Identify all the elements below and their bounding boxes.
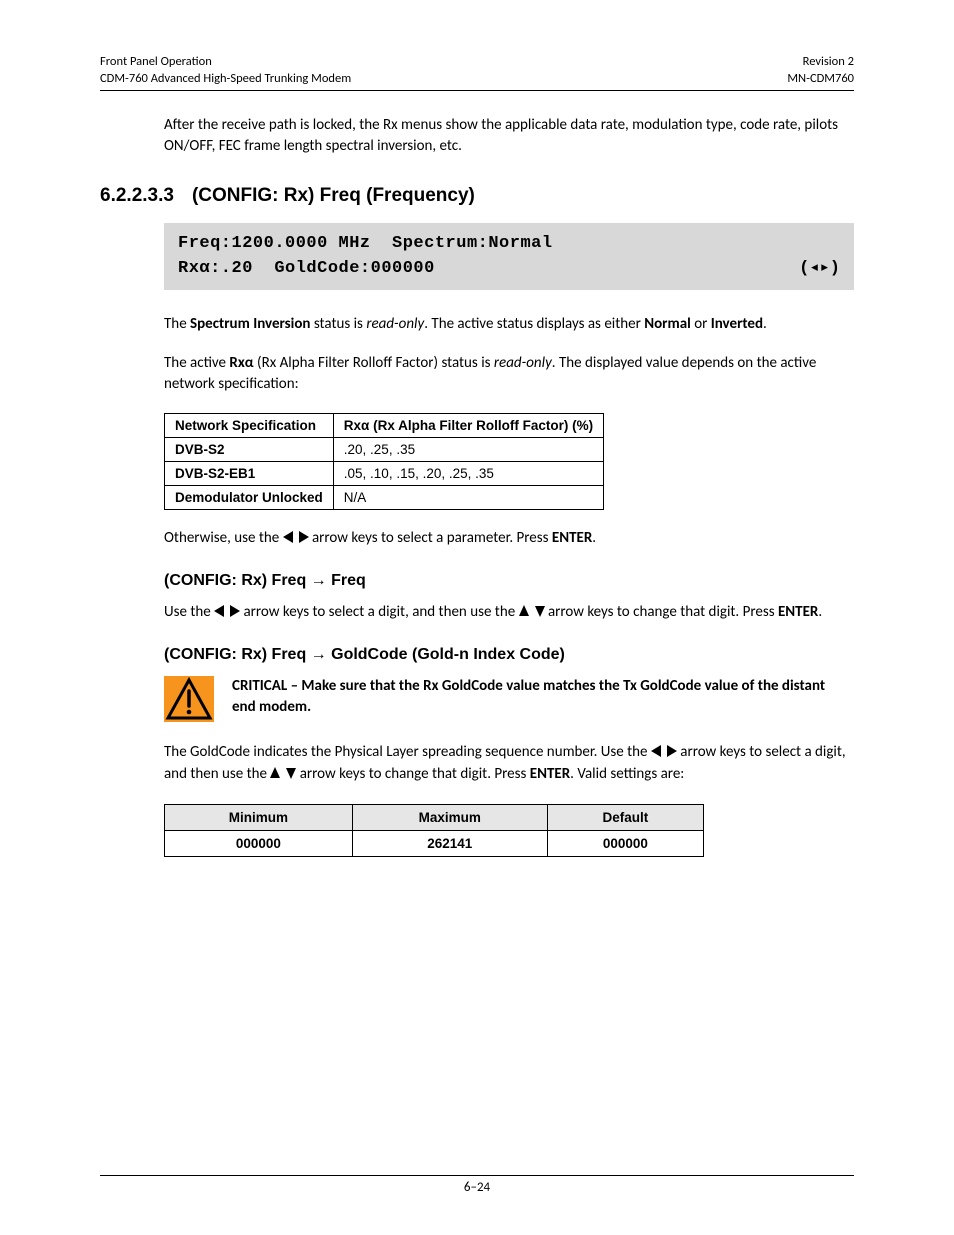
text: status is [310,315,366,333]
right-arrow-icon: → [311,572,327,589]
text: . Valid settings are: [570,765,684,783]
text: The active [164,354,229,372]
table-row: Demodulator Unlocked N/A [165,485,604,509]
table-cell: N/A [333,485,603,509]
otherwise-paragraph: Otherwise, use the arrow keys to select … [164,528,854,550]
text: . [592,529,596,547]
table-cell: .05, .10, .15, .20, .25, .35 [333,461,603,485]
table-cell: .20, .25, .35 [333,437,603,461]
text-bold: Normal [644,315,691,333]
page-number: 6–24 [464,1180,490,1195]
rxalpha-paragraph: The active Rxα (Rx Alpha Filter Rolloff … [164,353,854,395]
text: (CONFIG: Rx) Freq [164,572,311,589]
table-header: Maximum [352,804,547,830]
text-bold: ENTER [530,765,570,783]
text-bold: ENTER [778,603,818,621]
section-heading: 6.2.2.3.3 (CONFIG: Rx) Freq (Frequency) [100,185,854,207]
table-cell: DVB-S2-EB1 [165,461,334,485]
text: (CONFIG: Rx) Freq [164,646,311,663]
table-cell: 262141 [352,830,547,856]
lcd-line-1: Freq:1200.0000 MHz Spectrum:Normal [178,234,553,253]
text: or [691,315,711,333]
lcd-display: Freq:1200.0000 MHz Spectrum:Normal Rxα:.… [164,223,854,290]
table-row: DVB-S2-EB1 .05, .10, .15, .20, .25, .35 [165,461,604,485]
text: Freq [327,572,366,589]
goldcode-paragraph: The GoldCode indicates the Physical Laye… [164,742,854,786]
page: Front Panel Operation CDM-760 Advanced H… [0,0,954,1235]
header-left: Front Panel Operation CDM-760 Advanced H… [100,54,351,88]
text: Use the [164,603,214,621]
text-italic: read-only [366,315,424,333]
up-down-arrow-icon [270,765,296,786]
warning-text: CRITICAL – Make sure that the Rx GoldCod… [232,676,834,718]
table-header: Default [547,804,703,830]
text: Otherwise, use the [164,529,283,547]
table-header-row: Network Specification Rxα (Rx Alpha Filt… [165,413,604,437]
table-row: 000000 262141 000000 [165,830,704,856]
section-title: (CONFIG: Rx) Freq (Frequency) [192,185,475,206]
text: arrow keys to change that digit. Press [296,765,529,783]
text: . [818,603,822,621]
lcd-arrow-indicator: (◂▸) [799,256,840,282]
freq-paragraph: Use the arrow keys to select a digit, an… [164,602,854,624]
text-bold: Rxα [229,354,253,372]
lcd-line-2: Rxα:.20 GoldCode:000000 [178,259,435,278]
header-left-1: Front Panel Operation [100,54,351,71]
table-cell: DVB-S2 [165,437,334,461]
text: . The active status displays as either [424,315,644,333]
text-bold: ENTER [552,529,592,547]
subheading-freq: (CONFIG: Rx) Freq → Freq [164,572,854,590]
left-right-arrow-icon [651,743,677,764]
left-right-arrow-icon [283,529,309,550]
table-header: Minimum [165,804,353,830]
table-cell: 000000 [165,830,353,856]
text: The GoldCode indicates the Physical Laye… [164,743,651,761]
table-row: DVB-S2 .20, .25, .35 [165,437,604,461]
body: After the receive path is locked, the Rx… [164,115,854,857]
table-cell: 000000 [547,830,703,856]
text-italic: read-only [494,354,552,372]
header-left-2: CDM-760 Advanced High-Speed Trunking Mod… [100,71,351,88]
header-right-2: MN-CDM760 [787,71,854,88]
up-down-arrow-icon [519,603,545,624]
table-header-row: Minimum Maximum Default [165,804,704,830]
left-right-arrow-icon [214,603,240,624]
text-bold: Spectrum Inversion [190,315,310,333]
text: The [164,315,190,333]
header-right: Revision 2 MN-CDM760 [787,54,854,88]
rolloff-table: Network Specification Rxα (Rx Alpha Filt… [164,413,604,510]
page-footer: 6–24 [100,1175,854,1195]
header-right-1: Revision 2 [787,54,854,71]
text: GoldCode (Gold-n Index Code) [327,646,565,663]
limits-table: Minimum Maximum Default 000000 262141 00… [164,804,704,857]
spectrum-paragraph: The Spectrum Inversion status is read-on… [164,314,854,335]
text: arrow keys to change that digit. Press [545,603,778,621]
table-header: Rxα (Rx Alpha Filter Rolloff Factor) (%) [333,413,603,437]
table-cell: Demodulator Unlocked [165,485,334,509]
section-number: 6.2.2.3.3 [100,185,174,207]
text: (Rx Alpha Filter Rolloff Factor) status … [254,354,494,372]
text: arrow keys to select a digit, and then u… [240,603,518,621]
text: arrow keys to select a parameter. Press [309,529,552,547]
text: . [763,315,767,333]
subheading-goldcode: (CONFIG: Rx) Freq → GoldCode (Gold-n Ind… [164,646,854,664]
intro-paragraph: After the receive path is locked, the Rx… [164,115,854,157]
warning-block: CRITICAL – Make sure that the Rx GoldCod… [164,676,854,722]
right-arrow-icon: → [311,646,327,663]
page-header: Front Panel Operation CDM-760 Advanced H… [100,54,854,91]
table-header: Network Specification [165,413,334,437]
warning-icon [164,676,214,722]
text-bold: Inverted [711,315,763,333]
